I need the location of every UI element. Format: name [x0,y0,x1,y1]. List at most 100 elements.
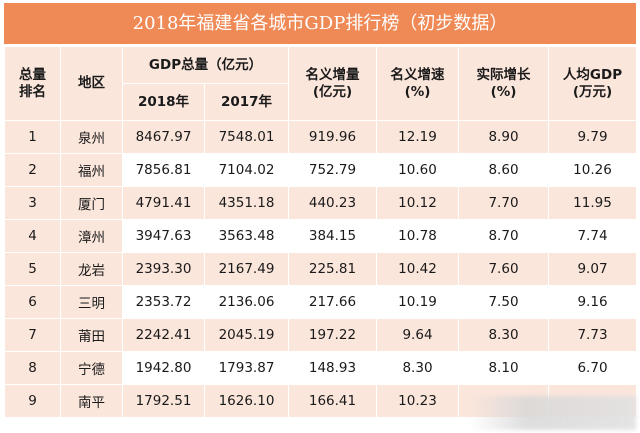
cell-gdp-2017: 4351.18 [204,186,289,220]
cell-nominal-growth: 8.30 [376,351,459,385]
cell-per-capita: 7.74 [548,219,637,253]
cell-region: 宁德 [60,351,123,385]
header-real-growth: 实际增长 (%) [458,46,549,121]
cell-gdp-2017: 2167.49 [204,252,289,286]
cell-region: 三明 [60,285,123,319]
cell-real-growth: 7.60 [458,252,549,286]
cell-nominal-growth: 10.42 [376,252,459,286]
cell-nominal-increase: 384.15 [288,219,377,253]
table-row: 8 宁德 1942.80 1793.87 148.93 8.30 8.10 6.70 [4,351,637,385]
cell-gdp-2017: 2136.06 [204,285,289,319]
cell-region: 福州 [60,153,123,187]
cell-region: 莆田 [60,318,123,352]
header-nominal-growth: 名义增速 (%) [376,46,459,121]
cell-nominal-growth: 10.60 [376,153,459,187]
header-per-capita-label: 人均GDP (万元) [562,66,623,100]
table-row: 1 泉州 8467.97 7548.01 919.96 12.19 8.90 9.79 [4,120,637,154]
watermark-blur [470,396,636,430]
cell-nominal-increase: 197.22 [288,318,377,352]
header-row-years: 2018年 2017年 [5,83,637,121]
header-nominal-increase-label: 名义增量 (亿元) [305,66,360,100]
cell-nominal-increase: 166.41 [288,384,377,418]
cell-real-growth: 8.30 [458,318,549,352]
cell-per-capita: 7.73 [548,318,637,352]
header-region: 地区 [60,46,123,121]
cell-nominal-increase: 752.79 [288,153,377,187]
cell-per-capita: 9.16 [548,285,637,319]
header-gdp-total: GDP总量（亿元） [122,46,289,84]
cell-gdp-2018: 7856.81 [122,153,205,187]
cell-gdp-2018: 1942.80 [122,351,205,385]
cell-region: 漳州 [60,219,123,253]
cell-rank: 1 [4,120,61,154]
cell-real-growth: 8.70 [458,219,549,253]
cell-nominal-increase: 225.81 [288,252,377,286]
cell-real-growth: 8.10 [458,351,549,385]
cell-gdp-2017: 3563.48 [204,219,289,253]
cell-rank: 7 [4,318,61,352]
header-rank-label: 总量 排名 [19,66,46,100]
cell-real-growth: 7.70 [458,186,549,220]
cell-region: 厦门 [60,186,123,220]
cell-real-growth: 7.50 [458,285,549,319]
cell-real-growth: 8.90 [458,120,549,154]
table-row: 7 莆田 2242.41 2045.19 197.22 9.64 8.30 7.73 [4,318,637,352]
cell-nominal-growth: 10.23 [376,384,459,418]
cell-nominal-increase: 148.93 [288,351,377,385]
table-row: 2 福州 7856.81 7104.02 752.79 10.60 8.60 10.26 [4,153,637,187]
header-nominal-growth-label: 名义增速 (%) [390,66,445,100]
cell-gdp-2017: 7548.01 [204,120,289,154]
cell-nominal-growth: 10.12 [376,186,459,220]
header-real-growth-label: 实际增长 (%) [476,66,531,100]
cell-per-capita: 11.95 [548,186,637,220]
table-row: 5 龙岩 2393.30 2167.49 225.81 10.42 7.60 9.07 [4,252,637,286]
gdp-ranking-table: 总量 排名 地区 GDP总量（亿元） 名义增量 (亿元) 名义增速 (%) 实际增长(… [4,46,637,418]
cell-per-capita: 10.26 [548,153,637,187]
cell-nominal-increase: 919.96 [288,120,377,154]
header-nominal-increase: 名义增量 (亿元) [288,46,377,121]
cell-region: 南平 [60,384,123,418]
cell-gdp-2018: 1792.51 [122,384,205,418]
cell-gdp-2018: 8467.97 [122,120,205,154]
cell-nominal-growth: 9.64 [376,318,459,352]
cell-per-capita: 6.70 [548,351,637,385]
table-title: 2018年福建省各城市GDP排行榜（初步数据） [4,3,636,44]
cell-rank: 4 [4,219,61,253]
cell-nominal-growth: 12.19 [376,120,459,154]
cell-rank: 2 [4,153,61,187]
cell-rank: 8 [4,351,61,385]
header-per-capita: 人均GDP (万元) [548,46,637,121]
cell-nominal-increase: 440.23 [288,186,377,220]
cell-gdp-2017: 2045.19 [204,318,289,352]
cell-region: 龙岩 [60,252,123,286]
cell-gdp-2018: 2393.30 [122,252,205,286]
cell-nominal-increase: 217.66 [288,285,377,319]
table-row: 4 漳州 3947.63 3563.48 384.15 10.78 8.70 7.74 [4,219,637,253]
cell-gdp-2017: 7104.02 [204,153,289,187]
cell-rank: 5 [4,252,61,286]
cell-per-capita: 9.79 [548,120,637,154]
cell-gdp-2018: 2353.72 [122,285,205,319]
cell-nominal-growth: 10.78 [376,219,459,253]
cell-gdp-2018: 2242.41 [122,318,205,352]
table-body: 1 泉州 8467.97 7548.01 919.96 12.19 8.90 9.79 2 福州 7… [4,120,637,418]
cell-rank: 6 [4,285,61,319]
cell-region: 泉州 [60,120,123,154]
header-year-2018: 2018年 [122,83,205,121]
header-region-label: 地区 [78,75,105,91]
cell-rank: 3 [4,186,61,220]
header-rank: 总量 排名 [4,46,61,121]
cell-gdp-2017: 1793.87 [204,351,289,385]
cell-rank: 9 [4,384,61,418]
table-row: 3 厦门 4791.41 4351.18 440.23 10.12 7.70 11.95 [4,186,637,220]
cell-gdp-2017: 1626.10 [204,384,289,418]
cell-gdp-2018: 4791.41 [122,186,205,220]
cell-real-growth: 8.60 [458,153,549,187]
table-row: 6 三明 2353.72 2136.06 217.66 10.19 7.50 9.16 [4,285,637,319]
header-year-2017: 2017年 [204,83,289,121]
cell-gdp-2018: 3947.63 [122,219,205,253]
header-row-top: 总量 排名 地区 GDP总量（亿元） 名义增量 (亿元) 名义增速 (%) 实际增长(… [4,46,637,121]
cell-nominal-growth: 10.19 [376,285,459,319]
header-gdp-total-label: GDP总量（亿元） [148,56,263,73]
